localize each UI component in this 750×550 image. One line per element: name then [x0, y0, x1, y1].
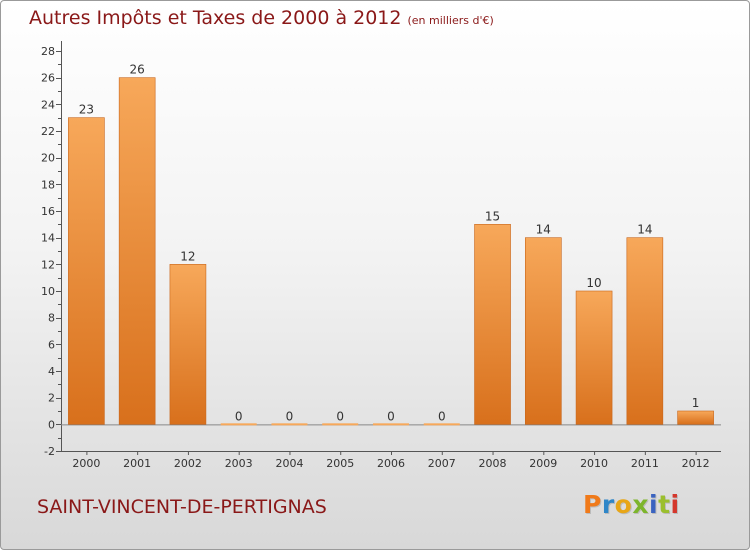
bar — [626, 237, 664, 425]
x-tick-label: 2009 — [529, 457, 557, 470]
bar-value-label: 14 — [536, 223, 551, 237]
x-tick-label: 2000 — [72, 457, 100, 470]
y-tick-label: 0 — [48, 418, 55, 431]
bar — [68, 117, 105, 425]
bar — [220, 423, 257, 426]
logo-letter: P — [583, 490, 602, 519]
x-tick-label: 2010 — [580, 457, 608, 470]
x-tick-label: 2004 — [275, 457, 303, 470]
bar-value-label: 0 — [235, 409, 243, 423]
bar — [271, 423, 308, 426]
chart-title-unit: (en milliers d'€) — [407, 14, 494, 27]
y-tick-label: 8 — [48, 312, 55, 325]
bar-value-label: 0 — [387, 409, 395, 423]
y-tick-label: 22 — [41, 125, 55, 138]
y-tick-label: 10 — [41, 285, 55, 298]
y-tick-label: 24 — [41, 98, 55, 111]
y-tick-label: 6 — [48, 338, 55, 351]
y-tick-label: 2 — [48, 392, 55, 405]
y-tick-label: 18 — [41, 178, 55, 191]
logo-letter: r — [601, 490, 615, 519]
bar-value-label: 0 — [336, 409, 344, 423]
bar — [118, 77, 156, 425]
logo-letter: i — [670, 490, 680, 519]
chart-title: Autres Impôts et Taxes de 2000 à 2012 (en… — [29, 7, 494, 29]
bar — [677, 410, 714, 425]
bar-value-label: 12 — [180, 249, 195, 263]
bar — [322, 423, 359, 426]
bar — [423, 423, 460, 426]
logo-letter: i — [649, 490, 659, 519]
x-tick-label: 2003 — [225, 457, 253, 470]
city-name: SAINT-VINCENT-DE-PERTIGNAS — [37, 496, 327, 518]
logo-letter: o — [614, 490, 633, 519]
x-tick-label: 2011 — [631, 457, 659, 470]
x-tick-label: 2008 — [479, 457, 507, 470]
proxiti-logo: Proxiti — [583, 490, 680, 519]
bar — [373, 423, 409, 426]
y-tick-label: 20 — [41, 152, 55, 165]
y-tick-label: 12 — [41, 258, 55, 271]
bar-value-label: 14 — [637, 223, 652, 237]
x-tick-label: 2007 — [428, 457, 456, 470]
logo-letter: t — [658, 490, 671, 519]
x-tick-label: 2001 — [123, 457, 151, 470]
bar-value-label: 26 — [130, 63, 145, 77]
x-tick-label: 2012 — [682, 457, 710, 470]
bar — [525, 237, 562, 425]
y-tick-label: 28 — [41, 45, 55, 58]
bar-value-label: 0 — [438, 409, 446, 423]
y-tick-label: 26 — [41, 72, 55, 85]
bar — [169, 264, 207, 425]
logo-letter: x — [632, 490, 649, 519]
bar — [474, 224, 511, 425]
bar-value-label: 23 — [79, 103, 94, 117]
bar — [575, 290, 613, 425]
bar-value-label: 1 — [692, 396, 700, 410]
bar-value-label: 15 — [485, 209, 500, 223]
chart-title-text: Autres Impôts et Taxes de 2000 à 2012 — [29, 7, 402, 29]
bar-value-label: 0 — [286, 409, 294, 423]
y-tick-label: 4 — [48, 365, 55, 378]
y-tick-label: 16 — [41, 205, 55, 218]
x-tick-label: 2005 — [326, 457, 354, 470]
x-tick-label: 2002 — [174, 457, 202, 470]
y-tick-label: -2 — [44, 445, 55, 458]
x-tick-label: 2006 — [377, 457, 405, 470]
y-tick-label: 14 — [41, 232, 55, 245]
bar-value-label: 10 — [586, 276, 601, 290]
